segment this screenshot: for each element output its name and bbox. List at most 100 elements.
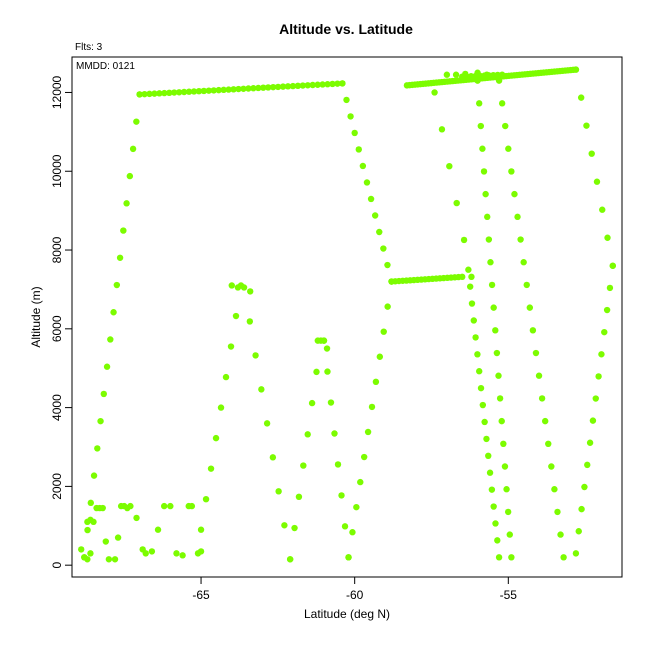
data-point: [477, 384, 485, 392]
data-point: [453, 199, 460, 207]
data-point: [465, 266, 472, 273]
data-point: [299, 82, 307, 89]
data-point: [250, 85, 257, 92]
data-point: [593, 178, 601, 185]
y-axis: 0 2000 4000 6000 8000 10000 12000: [50, 75, 72, 569]
data-point: [225, 86, 232, 93]
data-point: [264, 84, 272, 91]
data-point: [480, 168, 488, 175]
data-point: [474, 77, 481, 84]
data-point: [180, 88, 188, 96]
data-point: [202, 495, 210, 503]
data-point: [148, 548, 156, 555]
y-tick-label: 2000: [50, 473, 64, 500]
data-point: [495, 554, 503, 561]
data-point: [578, 505, 585, 513]
data-point: [575, 528, 582, 535]
data-point: [197, 526, 205, 533]
data-point: [371, 212, 379, 219]
data-point: [319, 81, 326, 88]
data-point: [560, 554, 567, 561]
y-tick-label: 10000: [50, 154, 64, 188]
data-point: [538, 395, 546, 402]
data-point: [520, 259, 527, 266]
data-points: [78, 66, 616, 563]
data-point: [462, 70, 469, 78]
data-point: [161, 89, 168, 97]
y-axis-label: Altitude (m): [29, 286, 43, 347]
data-point: [603, 306, 611, 314]
data-point: [468, 273, 475, 281]
data-point: [205, 87, 213, 94]
data-point: [493, 349, 501, 357]
data-point: [338, 492, 345, 499]
data-point: [197, 548, 205, 555]
data-point: [220, 86, 227, 94]
data-point: [483, 435, 490, 443]
data-point: [501, 463, 509, 470]
data-point: [324, 368, 331, 375]
x-tick-label: -65: [192, 588, 210, 602]
data-point: [300, 462, 307, 469]
data-point: [490, 503, 497, 510]
data-point: [117, 502, 125, 510]
data-point: [78, 546, 85, 553]
data-point: [284, 83, 292, 90]
data-point: [93, 504, 100, 512]
data-point: [281, 522, 288, 529]
data-point: [572, 66, 580, 73]
y-tick-label: 6000: [50, 315, 64, 342]
data-point: [345, 554, 352, 561]
data-point: [554, 508, 561, 516]
data-point: [380, 245, 387, 252]
data-point: [133, 118, 140, 125]
data-point: [541, 417, 549, 425]
data-point: [526, 304, 534, 311]
data-point: [188, 502, 196, 510]
data-point: [314, 81, 321, 88]
data-point: [583, 122, 590, 129]
data-point: [146, 90, 153, 98]
data-point: [592, 395, 599, 402]
chart-title: Altitude vs. Latitude: [279, 21, 413, 37]
data-point: [304, 82, 311, 89]
data-point: [357, 478, 364, 486]
data-point: [581, 483, 588, 491]
data-point: [359, 162, 367, 170]
data-point: [495, 372, 502, 379]
data-point: [384, 303, 391, 310]
data-point: [114, 534, 122, 541]
data-point: [502, 122, 509, 130]
data-point: [503, 486, 510, 493]
data-point: [234, 284, 242, 291]
data-point: [167, 502, 174, 510]
data-point: [508, 554, 515, 561]
data-point: [240, 85, 247, 92]
data-point: [380, 328, 387, 335]
data-point: [368, 403, 376, 411]
data-point: [482, 190, 489, 198]
data-point: [351, 129, 358, 137]
data-point: [476, 368, 483, 375]
data-point: [324, 81, 331, 88]
data-point: [279, 83, 287, 90]
data-point: [488, 281, 496, 289]
data-point: [116, 254, 124, 261]
x-axis-label: Latitude (deg N): [304, 607, 390, 621]
data-point: [107, 336, 114, 343]
data-point: [584, 461, 591, 469]
data-point: [508, 168, 515, 175]
data-point: [110, 309, 117, 316]
data-point: [557, 531, 564, 538]
data-point: [294, 82, 302, 90]
data-point: [160, 502, 168, 510]
data-point: [347, 113, 354, 120]
data-point: [577, 94, 585, 101]
data-point: [113, 281, 121, 289]
data-point: [126, 172, 134, 180]
data-point: [227, 343, 235, 350]
data-point: [492, 520, 499, 527]
data-point: [230, 86, 237, 93]
data-point: [334, 461, 342, 468]
data-point: [363, 179, 371, 186]
